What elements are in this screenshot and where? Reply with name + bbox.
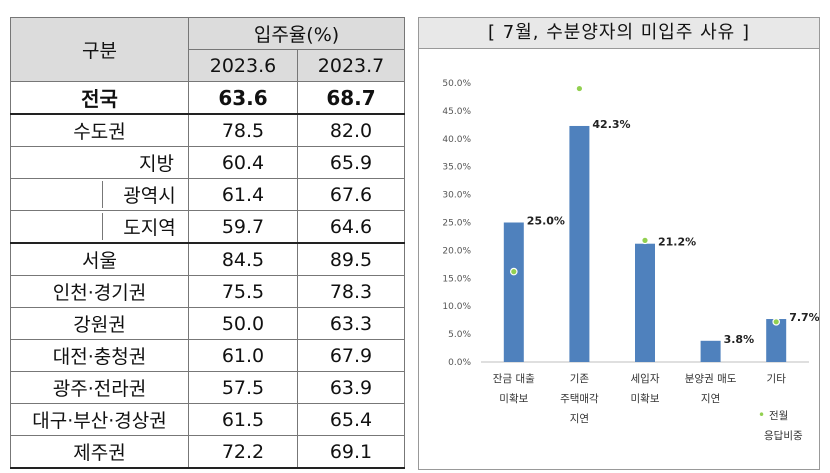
table-row: 강원권 50.0 63.3 [10,307,406,340]
region-label: 강원권 [10,307,189,340]
y-tick-label: 40.0% [442,135,471,145]
category-label: 미확보 [631,392,660,405]
region-label: 서울 [10,242,189,276]
bar [569,125,590,362]
july-value: 63.9 [296,371,406,404]
july-value: 67.6 [296,178,406,211]
category-label: 주택매각 [560,393,599,405]
table-row: 서울 84.5 89.5 [10,242,406,276]
july-value: 78.3 [296,275,406,308]
legend-label: 응답비중 [764,430,803,442]
y-tick-label: 50.0% [442,79,471,89]
table-row: 광역시 61.4 67.6 [10,178,406,211]
june-value: 61.5 [188,403,298,436]
bar [700,340,721,362]
y-tick-label: 10.0% [442,302,471,312]
bar [503,222,524,362]
july-value: 68.7 [296,81,406,115]
prev-month-point [510,267,518,276]
july-value: 63.3 [296,307,406,340]
category-label: 세입자 [631,372,660,385]
june-value: 84.5 [188,242,298,276]
june-value: 50.0 [188,307,298,340]
table-row: 인천·경기권 75.5 78.3 [10,275,406,308]
june-value: 60.4 [188,146,298,179]
table-row: 광주·전라권 57.5 63.9 [10,371,406,404]
july-value: 69.1 [296,435,406,469]
data-label: 3.8% [724,333,755,346]
data-label: 42.3% [592,118,630,131]
region-label: 대전·충청권 [10,339,189,372]
bar [766,319,787,362]
region-label: 제주권 [10,435,189,469]
category-label: 지연 [701,393,720,405]
region-label: 전국 [10,81,189,115]
category-label: 기타 [767,373,787,385]
legend-label: 전월 [769,410,788,422]
y-tick-label: 15.0% [442,274,471,284]
header-july: 2023.7 [296,49,406,82]
july-value: 65.4 [296,403,406,436]
category-label: 잔금 대출 [493,373,535,385]
category-label: 분양권 매도 [685,373,737,385]
chart-title: [ 7월, 수분양자의 미입주 사유 ] [419,18,819,49]
data-label: 25.0% [527,215,565,228]
july-value: 67.9 [296,339,406,372]
region-label: 대구·부산·경상권 [10,403,189,436]
table-row: 제주권 72.2 69.1 [10,435,406,469]
prev-month-point [772,318,781,326]
june-value: 63.6 [188,81,298,115]
category-label: 지연 [570,413,589,425]
june-value: 57.5 [188,371,298,404]
june-value: 75.5 [188,275,298,308]
region-label: 광주·전라권 [10,371,189,404]
table-row: 도지역 59.7 64.6 [10,210,406,244]
y-tick-label: 35.0% [442,163,471,173]
june-value: 78.5 [188,113,298,147]
july-value: 89.5 [296,242,406,276]
table-row: 대구·부산·경상권 61.5 65.4 [10,403,406,436]
reason-chart-panel: [ 7월, 수분양자의 미입주 사유 ] 0.0% 5.0% 10.0% 15.0% 2… [418,17,820,470]
occupancy-rate-table: 구분 입주율(%) 2023.6 2023.7 전국 63.6 68.7 수도권… [10,17,406,469]
header-occupancy-rate: 입주율(%) [187,17,406,50]
y-tick-label: 5.0% [448,330,471,340]
prev-month-point [641,236,649,245]
table-row: 대전·충청권 61.0 67.9 [10,339,406,372]
header-june: 2023.6 [188,49,298,82]
table-row: 전국 63.6 68.7 [10,81,406,115]
region-label: 인천·경기권 [10,275,189,308]
region-label: 도지역 [102,213,188,240]
category-label: 미확보 [499,392,528,405]
category-label: 기존 [570,373,590,385]
region-label: 수도권 [10,113,189,147]
y-tick-label: 45.0% [442,107,471,117]
region-label: 광역시 [102,181,188,208]
reason-bar-chart: 0.0% 5.0% 10.0% 15.0% 20.0% 25.0% 30.0% 35.0% 40… [442,79,819,442]
y-tick-label: 20.0% [442,246,471,256]
june-value: 61.4 [188,178,298,211]
table-row: 수도권 78.5 82.0 [10,113,406,147]
june-value: 72.2 [188,435,298,469]
bar [635,243,655,362]
y-tick-label: 0.0% [448,358,471,368]
july-value: 64.6 [296,210,406,244]
data-label: 21.2% [658,236,696,249]
data-label: 7.7% [789,311,819,324]
region-label: 지방 [10,146,189,179]
y-tick-label: 25.0% [442,219,471,229]
june-value: 61.0 [188,339,298,372]
y-tick-label: 30.0% [442,191,471,201]
prev-month-point [575,84,584,93]
june-value: 59.7 [188,210,298,244]
july-value: 65.9 [296,146,406,179]
legend-marker: • [758,408,765,422]
july-value: 82.0 [296,113,406,147]
header-region: 구분 [10,17,189,82]
table-row: 지방 60.4 65.9 [10,146,406,179]
